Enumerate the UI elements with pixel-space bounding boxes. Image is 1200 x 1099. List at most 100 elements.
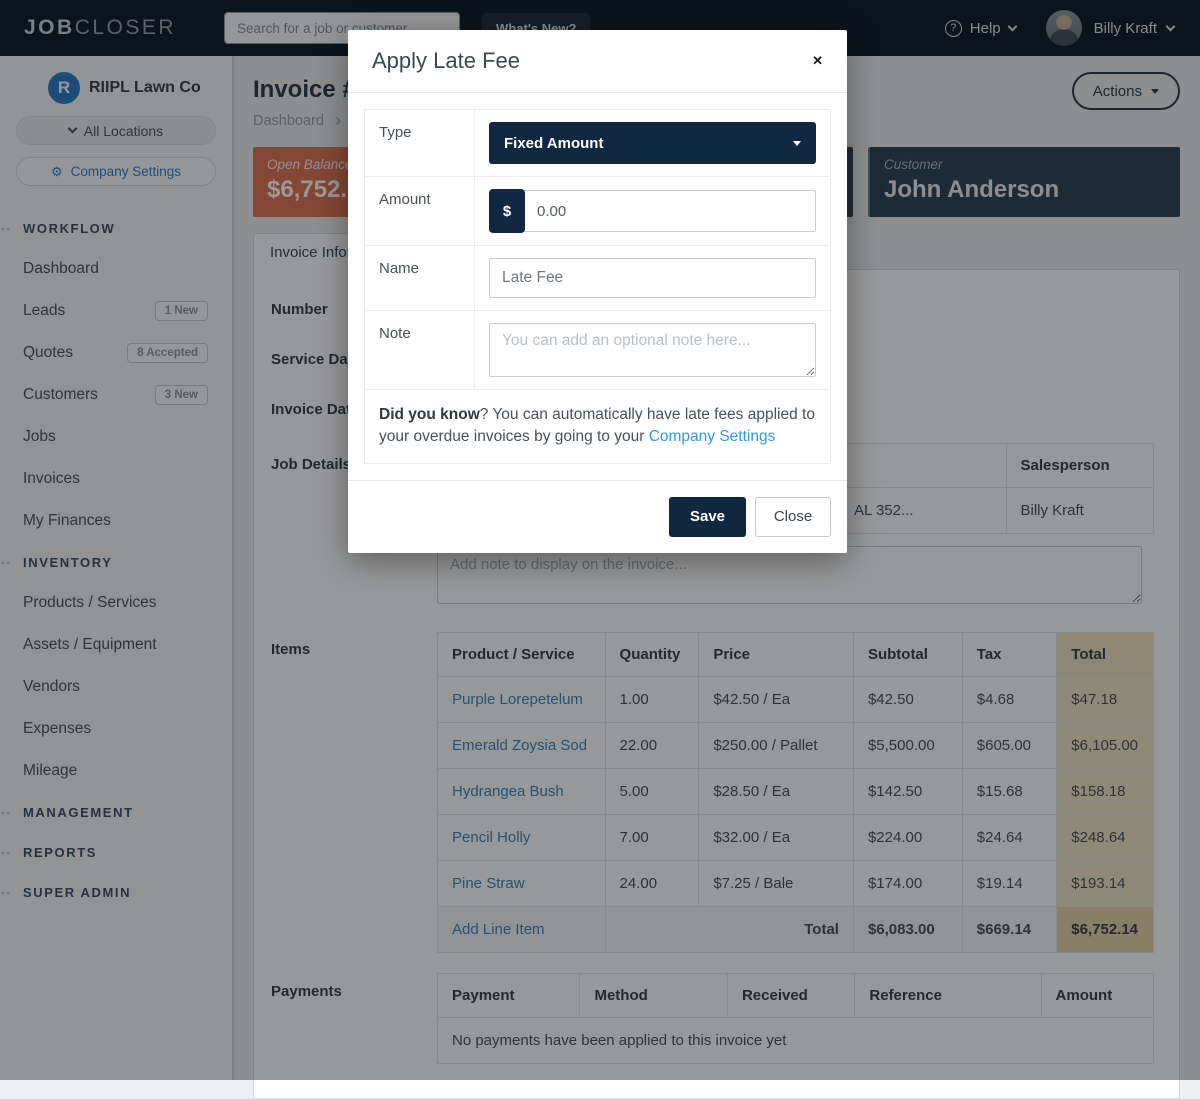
company-logo: R xyxy=(48,72,80,104)
did-you-know-tip: Did you know? You can automatically have… xyxy=(379,406,815,446)
number-label: Number xyxy=(271,300,328,318)
close-icon[interactable]: ✕ xyxy=(812,53,823,68)
table-row: Purple Lorepetelum 1.00 $42.50 / Ea $42.… xyxy=(437,676,1154,723)
add-line-item-link[interactable]: Add Line Item xyxy=(452,921,545,938)
sidebar-item-invoices[interactable]: Invoices xyxy=(23,470,80,487)
apply-late-fee-modal: Apply Late Fee ✕ Type Fixed Amount Amoun… xyxy=(348,30,847,553)
open-balance-label: Open Balance xyxy=(267,157,353,172)
help-menu[interactable]: ? Help xyxy=(944,19,1018,37)
gear-icon: ⚙ xyxy=(51,164,63,179)
payments-label: Payments xyxy=(271,983,342,1000)
company-name: RIIPL Lawn Co xyxy=(89,79,201,96)
breadcrumb-dashboard[interactable]: Dashboard xyxy=(253,113,324,129)
total-label: Total xyxy=(604,906,854,953)
customers-badge: 3 New xyxy=(154,385,208,405)
invoice-note-textarea[interactable] xyxy=(437,546,1142,604)
company-settings-link[interactable]: Company Settings xyxy=(648,428,776,446)
section-dash-icon: -- xyxy=(1,805,11,819)
payments-header-amount: Amount xyxy=(1040,973,1155,1018)
logo-light: CLOSER xyxy=(74,16,177,39)
sidebar-item-mileage[interactable]: Mileage xyxy=(23,762,78,779)
section-dash-icon: -- xyxy=(1,845,11,859)
top-navbar: JOBCLOSER What's New? ? Help Billy Kraft xyxy=(0,0,1200,56)
actions-button[interactable]: Actions xyxy=(1071,72,1180,110)
modal-title: Apply Late Fee xyxy=(372,48,520,73)
sidebar-item-quotes[interactable]: Quotes 8 Accepted xyxy=(0,332,232,374)
table-row: Emerald Zoysia Sod 22.00 $250.00 / Palle… xyxy=(437,722,1154,769)
sidebar-item-jobs[interactable]: Jobs xyxy=(23,428,56,445)
customer-card: Customer John Anderson xyxy=(868,147,1180,217)
close-button[interactable]: Close xyxy=(755,496,831,537)
section-dash-icon: -- xyxy=(1,221,11,235)
fee-note-textarea[interactable] xyxy=(489,323,816,377)
quotes-badge: 8 Accepted xyxy=(127,343,208,363)
user-name: Billy Kraft xyxy=(1093,19,1157,37)
name-label: Name xyxy=(365,246,475,310)
grand-total: $6,752.14 xyxy=(1056,906,1154,953)
payments-header-reference: Reference xyxy=(854,973,1042,1018)
sidebar-section-inventory[interactable]: -- INVENTORY xyxy=(1,554,113,570)
sidebar-item-my-finances[interactable]: My Finances xyxy=(23,512,111,529)
user-menu[interactable]: Billy Kraft xyxy=(1093,19,1176,37)
payments-empty-message: No payments have been applied to this in… xyxy=(437,1017,1154,1064)
items-label: Items xyxy=(271,641,311,658)
location-label: All Locations xyxy=(83,122,164,139)
product-link[interactable]: Emerald Zoysia Sod xyxy=(452,737,588,754)
caret-down-icon xyxy=(793,140,801,146)
leads-badge: 1 New xyxy=(154,301,208,321)
type-label: Type xyxy=(365,110,475,176)
sidebar-item-leads[interactable]: Leads 1 New xyxy=(0,290,232,332)
table-row: Pine Straw 24.00 $7.25 / Bale $174.00 $1… xyxy=(437,860,1154,907)
type-select[interactable]: Fixed Amount xyxy=(489,122,816,164)
help-icon: ? xyxy=(944,19,962,37)
company-settings-button[interactable]: ⚙ Company Settings xyxy=(16,157,216,186)
items-footer-row: Add Line Item Total $6,083.00 $669.14 $6… xyxy=(437,906,1154,953)
sidebar-section-workflow[interactable]: -- WORKFLOW xyxy=(1,220,116,236)
sidebar-section-super-admin[interactable]: -- SUPER ADMIN xyxy=(1,884,132,900)
sidebar-nav: -- WORKFLOW Dashboard Leads 1 New Quotes 8… xyxy=(0,208,232,912)
logo-bold: JOB xyxy=(24,16,75,39)
product-link[interactable]: Pine Straw xyxy=(452,875,525,892)
items-table: Product / Service Quantity Price Subtota… xyxy=(437,632,1154,953)
items-header-subtotal: Subtotal xyxy=(852,632,963,677)
product-link[interactable]: Pencil Holly xyxy=(452,829,531,846)
customer-label: Customer xyxy=(884,157,943,172)
caret-down-icon xyxy=(1151,88,1159,94)
avatar[interactable] xyxy=(1045,10,1082,46)
sidebar-item-products-services[interactable]: Products / Services xyxy=(23,594,157,611)
fee-name-input[interactable] xyxy=(489,258,816,298)
amount-input[interactable] xyxy=(521,190,816,232)
payments-header-payment: Payment xyxy=(436,973,581,1018)
amount-label: Amount xyxy=(365,177,475,245)
payments-empty-row: No payments have been applied to this in… xyxy=(437,1017,1154,1064)
table-row: Hydrangea Bush 5.00 $28.50 / Ea $142.50 … xyxy=(437,768,1154,815)
sidebar-item-vendors[interactable]: Vendors xyxy=(23,678,80,695)
app-logo: JOBCLOSER xyxy=(24,16,176,40)
save-button[interactable]: Save xyxy=(669,496,746,537)
section-dash-icon: -- xyxy=(1,885,11,899)
location-selector[interactable]: All Locations xyxy=(16,116,216,145)
product-link[interactable]: Hydrangea Bush xyxy=(452,783,564,800)
subtotal-total: $6,083.00 xyxy=(852,906,963,953)
sidebar-item-expenses[interactable]: Expenses xyxy=(23,720,92,737)
sidebar-section-reports[interactable]: -- REPORTS xyxy=(1,844,98,860)
product-link[interactable]: Purple Lorepetelum xyxy=(452,691,583,708)
job-details-label: Job Details xyxy=(271,456,352,473)
company-settings-label: Company Settings xyxy=(70,164,181,179)
invoice-date-label: Invoice Date xyxy=(271,400,360,418)
tax-total[interactable]: $669.14 xyxy=(961,906,1058,953)
sidebar-item-assets-equipment[interactable]: Assets / Equipment xyxy=(23,636,157,653)
dollar-icon: $ xyxy=(489,189,525,233)
sidebar-section-management[interactable]: -- MANAGEMENT xyxy=(1,804,134,820)
note-label: Note xyxy=(365,311,475,389)
help-label: Help xyxy=(969,19,1001,37)
sidebar-item-customers[interactable]: Customers 3 New xyxy=(0,374,232,416)
payments-table: Payment Method Received Reference Amount… xyxy=(436,973,1155,1064)
company-row: R RIIPL Lawn Co xyxy=(48,72,232,104)
table-row: Pencil Holly 7.00 $32.00 / Ea $224.00 $2… xyxy=(437,814,1154,861)
salesperson-cell: Billy Kraft xyxy=(1005,487,1154,534)
sidebar-item-dashboard[interactable]: Dashboard xyxy=(23,260,99,277)
items-header-total: Total xyxy=(1056,632,1154,677)
salesperson-header: Salesperson xyxy=(1005,443,1154,488)
service-date-label: Service Date xyxy=(271,350,362,368)
